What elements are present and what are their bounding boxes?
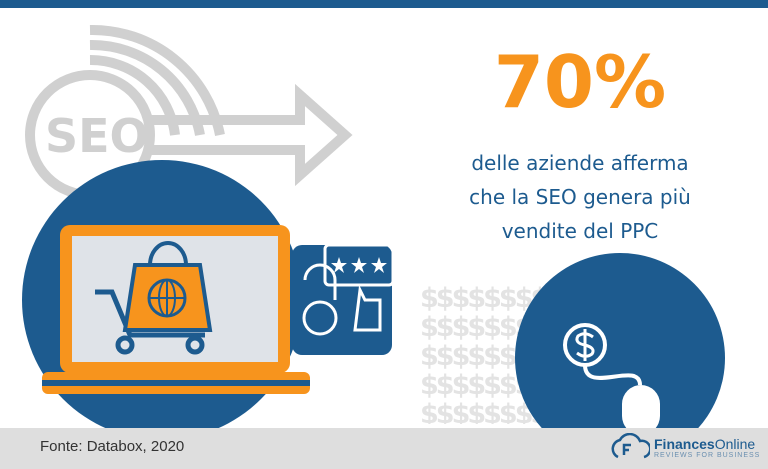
seo-label: SEO <box>45 109 149 163</box>
dollar-sign-icon <box>575 329 595 361</box>
brand-bold: Finances <box>654 435 715 452</box>
award-bag-icon <box>292 243 395 355</box>
description-line: delle aziende afferma <box>471 151 689 175</box>
brand-tagline: REVIEWS FOR BUSINESS <box>654 451 761 459</box>
shopping-bag-globe-icon <box>122 241 213 332</box>
thumbs-up-rating-icon <box>353 284 382 332</box>
shopping-cart-icon <box>95 289 205 355</box>
stat-value: 70% <box>493 40 667 124</box>
footer: Fonte: Databox, 2020 FinancesOnline REVI… <box>0 428 768 469</box>
right-circle <box>515 253 725 428</box>
dollar-mouse-icon <box>563 323 660 428</box>
source-text: Fonte: Databox, 2020 <box>40 438 185 455</box>
illustration: SEO <box>22 24 725 428</box>
brand-regular: Online <box>714 435 756 452</box>
financesonline-logo[interactable]: FinancesOnline REVIEWS FOR BUSINESS <box>610 433 760 461</box>
description-line: vendite del PPC <box>501 219 659 243</box>
description-line: che la SEO genera più <box>469 185 691 209</box>
rating-stars-icon <box>331 257 387 273</box>
top-bar <box>0 0 768 8</box>
stat-description: delle aziende afferma che la SEO genera … <box>430 146 730 248</box>
cloud-logo-icon <box>611 433 650 459</box>
